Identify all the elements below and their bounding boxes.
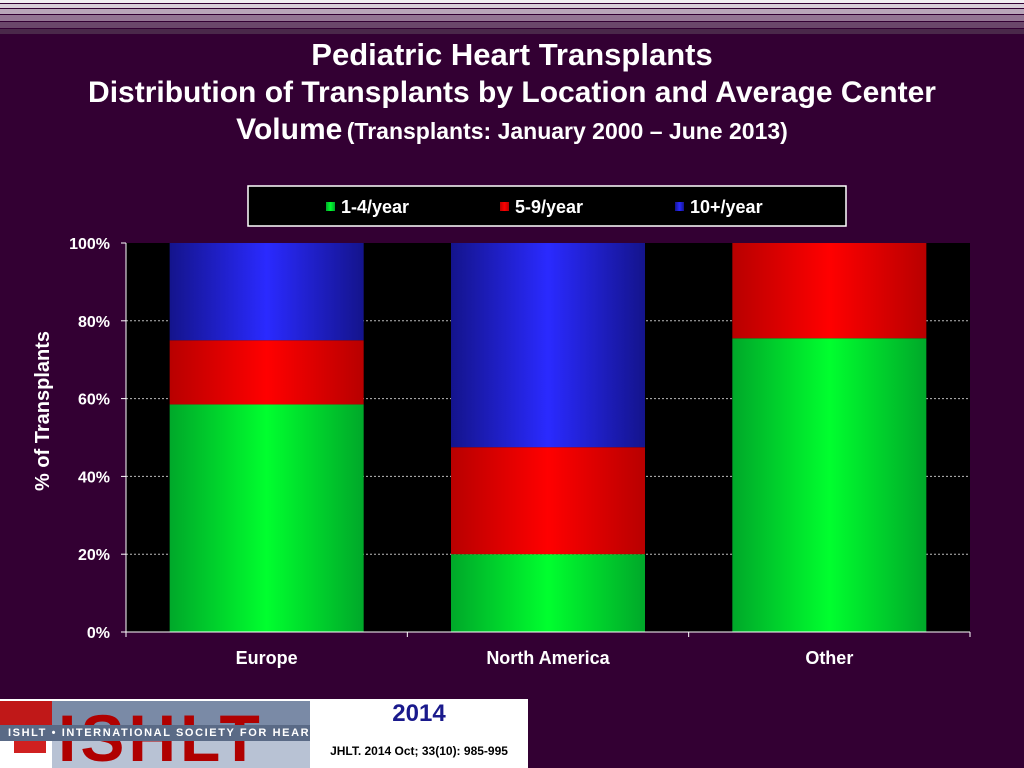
title-block: Pediatric Heart Transplants Distribution… xyxy=(0,36,1024,153)
legend-label: 1-4/year xyxy=(341,197,409,217)
bar-segment xyxy=(732,338,927,632)
legend-swatch xyxy=(675,202,684,211)
y-tick-label: 0% xyxy=(87,625,110,642)
bar-segment xyxy=(451,243,645,448)
legend-swatch xyxy=(326,202,335,211)
legend-swatch xyxy=(500,202,509,211)
subtitle-volume: Volume xyxy=(236,113,343,146)
y-tick-label: 20% xyxy=(78,547,110,564)
bar-segment xyxy=(451,447,645,555)
x-tick-label: Other xyxy=(805,648,853,668)
bar-segment xyxy=(169,404,364,632)
y-tick-label: 40% xyxy=(78,469,110,486)
bar-segment xyxy=(732,243,927,339)
bar-segment xyxy=(169,243,364,341)
legend-box xyxy=(247,185,847,227)
stacked-bar-chart: 0% 20% 40% 60% 80% 100% Europe North America Oth… xyxy=(32,185,971,668)
bar-segment xyxy=(169,340,364,405)
legend-label: 10+/year xyxy=(690,197,763,217)
chart-subtitle-line2: Volume (Transplants: January 2000 – June… xyxy=(0,112,1024,153)
y-tick-label: 100% xyxy=(69,236,110,253)
header-stripes xyxy=(0,0,1024,34)
bars xyxy=(169,243,927,632)
chart-title: Pediatric Heart Transplants xyxy=(311,37,713,72)
bar-segment xyxy=(451,554,645,632)
y-axis-title: % of Transplants xyxy=(32,331,54,491)
chart-subtitle: Distribution of Transplants by Location … xyxy=(88,76,936,109)
y-tick-label: 60% xyxy=(78,392,110,409)
footer-year: 2014 xyxy=(392,700,446,727)
footer-citation: JHLT. 2014 Oct; 33(10): 985-995 xyxy=(330,744,508,758)
x-tick-label: North America xyxy=(486,648,610,668)
legend: 1-4/year 5-9/year 10+/year xyxy=(326,197,763,217)
footer-citation-box: 2014 JHLT. 2014 Oct; 33(10): 985-995 xyxy=(310,699,528,768)
legend-label: 5-9/year xyxy=(515,197,583,217)
y-tick-label: 80% xyxy=(78,314,110,331)
axes: 0% 20% 40% 60% 80% 100% Europe North America Oth… xyxy=(69,236,971,668)
x-tick-label: Europe xyxy=(236,648,298,668)
subtitle-date-range: (Transplants: January 2000 – June 2013) xyxy=(346,118,788,144)
